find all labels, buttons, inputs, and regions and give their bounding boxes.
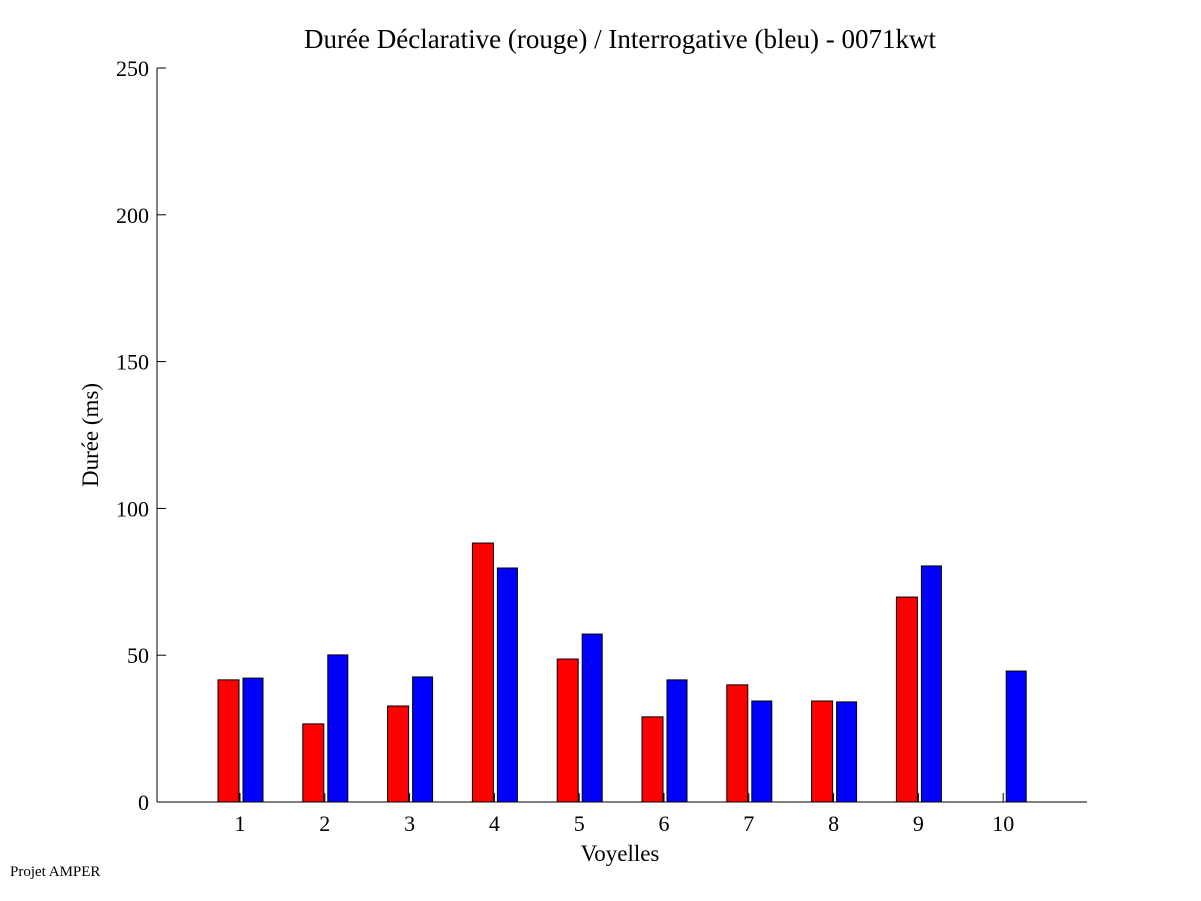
y-axis-label: Durée (ms) [78, 383, 103, 487]
y-tick-label: 150 [116, 350, 149, 375]
bar-declarative-2 [302, 723, 325, 803]
bar-interrogative-3 [412, 676, 434, 803]
x-tick-label: 3 [404, 811, 415, 836]
bar-interrogative-1 [242, 677, 264, 803]
y-tick-label: 50 [127, 643, 149, 668]
footer-text: Projet AMPER [10, 864, 101, 880]
x-tick-label: 10 [992, 811, 1014, 836]
bar-declarative-3 [387, 705, 410, 803]
bar-interrogative-2 [327, 654, 349, 803]
bar-declarative-9 [895, 596, 918, 803]
x-tick-label: 7 [743, 811, 754, 836]
x-tick-label: 4 [489, 811, 500, 836]
y-tick-label: 250 [116, 56, 149, 81]
chart-title: Durée Déclarative (rouge) / Interrogativ… [304, 24, 936, 54]
bar-interrogative-10 [1005, 670, 1027, 803]
x-tick-label: 8 [828, 811, 839, 836]
bar-interrogative-9 [920, 565, 942, 803]
bar-declarative-4 [471, 542, 494, 803]
bar-declarative-1 [217, 679, 240, 803]
x-tick-label: 5 [574, 811, 585, 836]
x-axis-label: Voyelles [581, 841, 660, 866]
bar-interrogative-4 [496, 567, 518, 803]
bar-interrogative-5 [581, 633, 603, 803]
y-tick-label: 200 [116, 203, 149, 228]
bar-interrogative-7 [751, 700, 773, 803]
bar-declarative-6 [641, 716, 664, 803]
x-tick-label: 9 [913, 811, 924, 836]
bar-interrogative-6 [666, 679, 688, 803]
bar-declarative-7 [726, 684, 749, 803]
x-tick-label: 1 [235, 811, 246, 836]
x-tick-label: 2 [319, 811, 330, 836]
bar-declarative-5 [556, 658, 579, 803]
y-tick-label: 100 [116, 496, 149, 521]
x-tick-label: 6 [659, 811, 670, 836]
y-tick-label: 0 [138, 790, 149, 815]
bar-interrogative-8 [836, 701, 858, 803]
bar-declarative-8 [811, 700, 834, 803]
